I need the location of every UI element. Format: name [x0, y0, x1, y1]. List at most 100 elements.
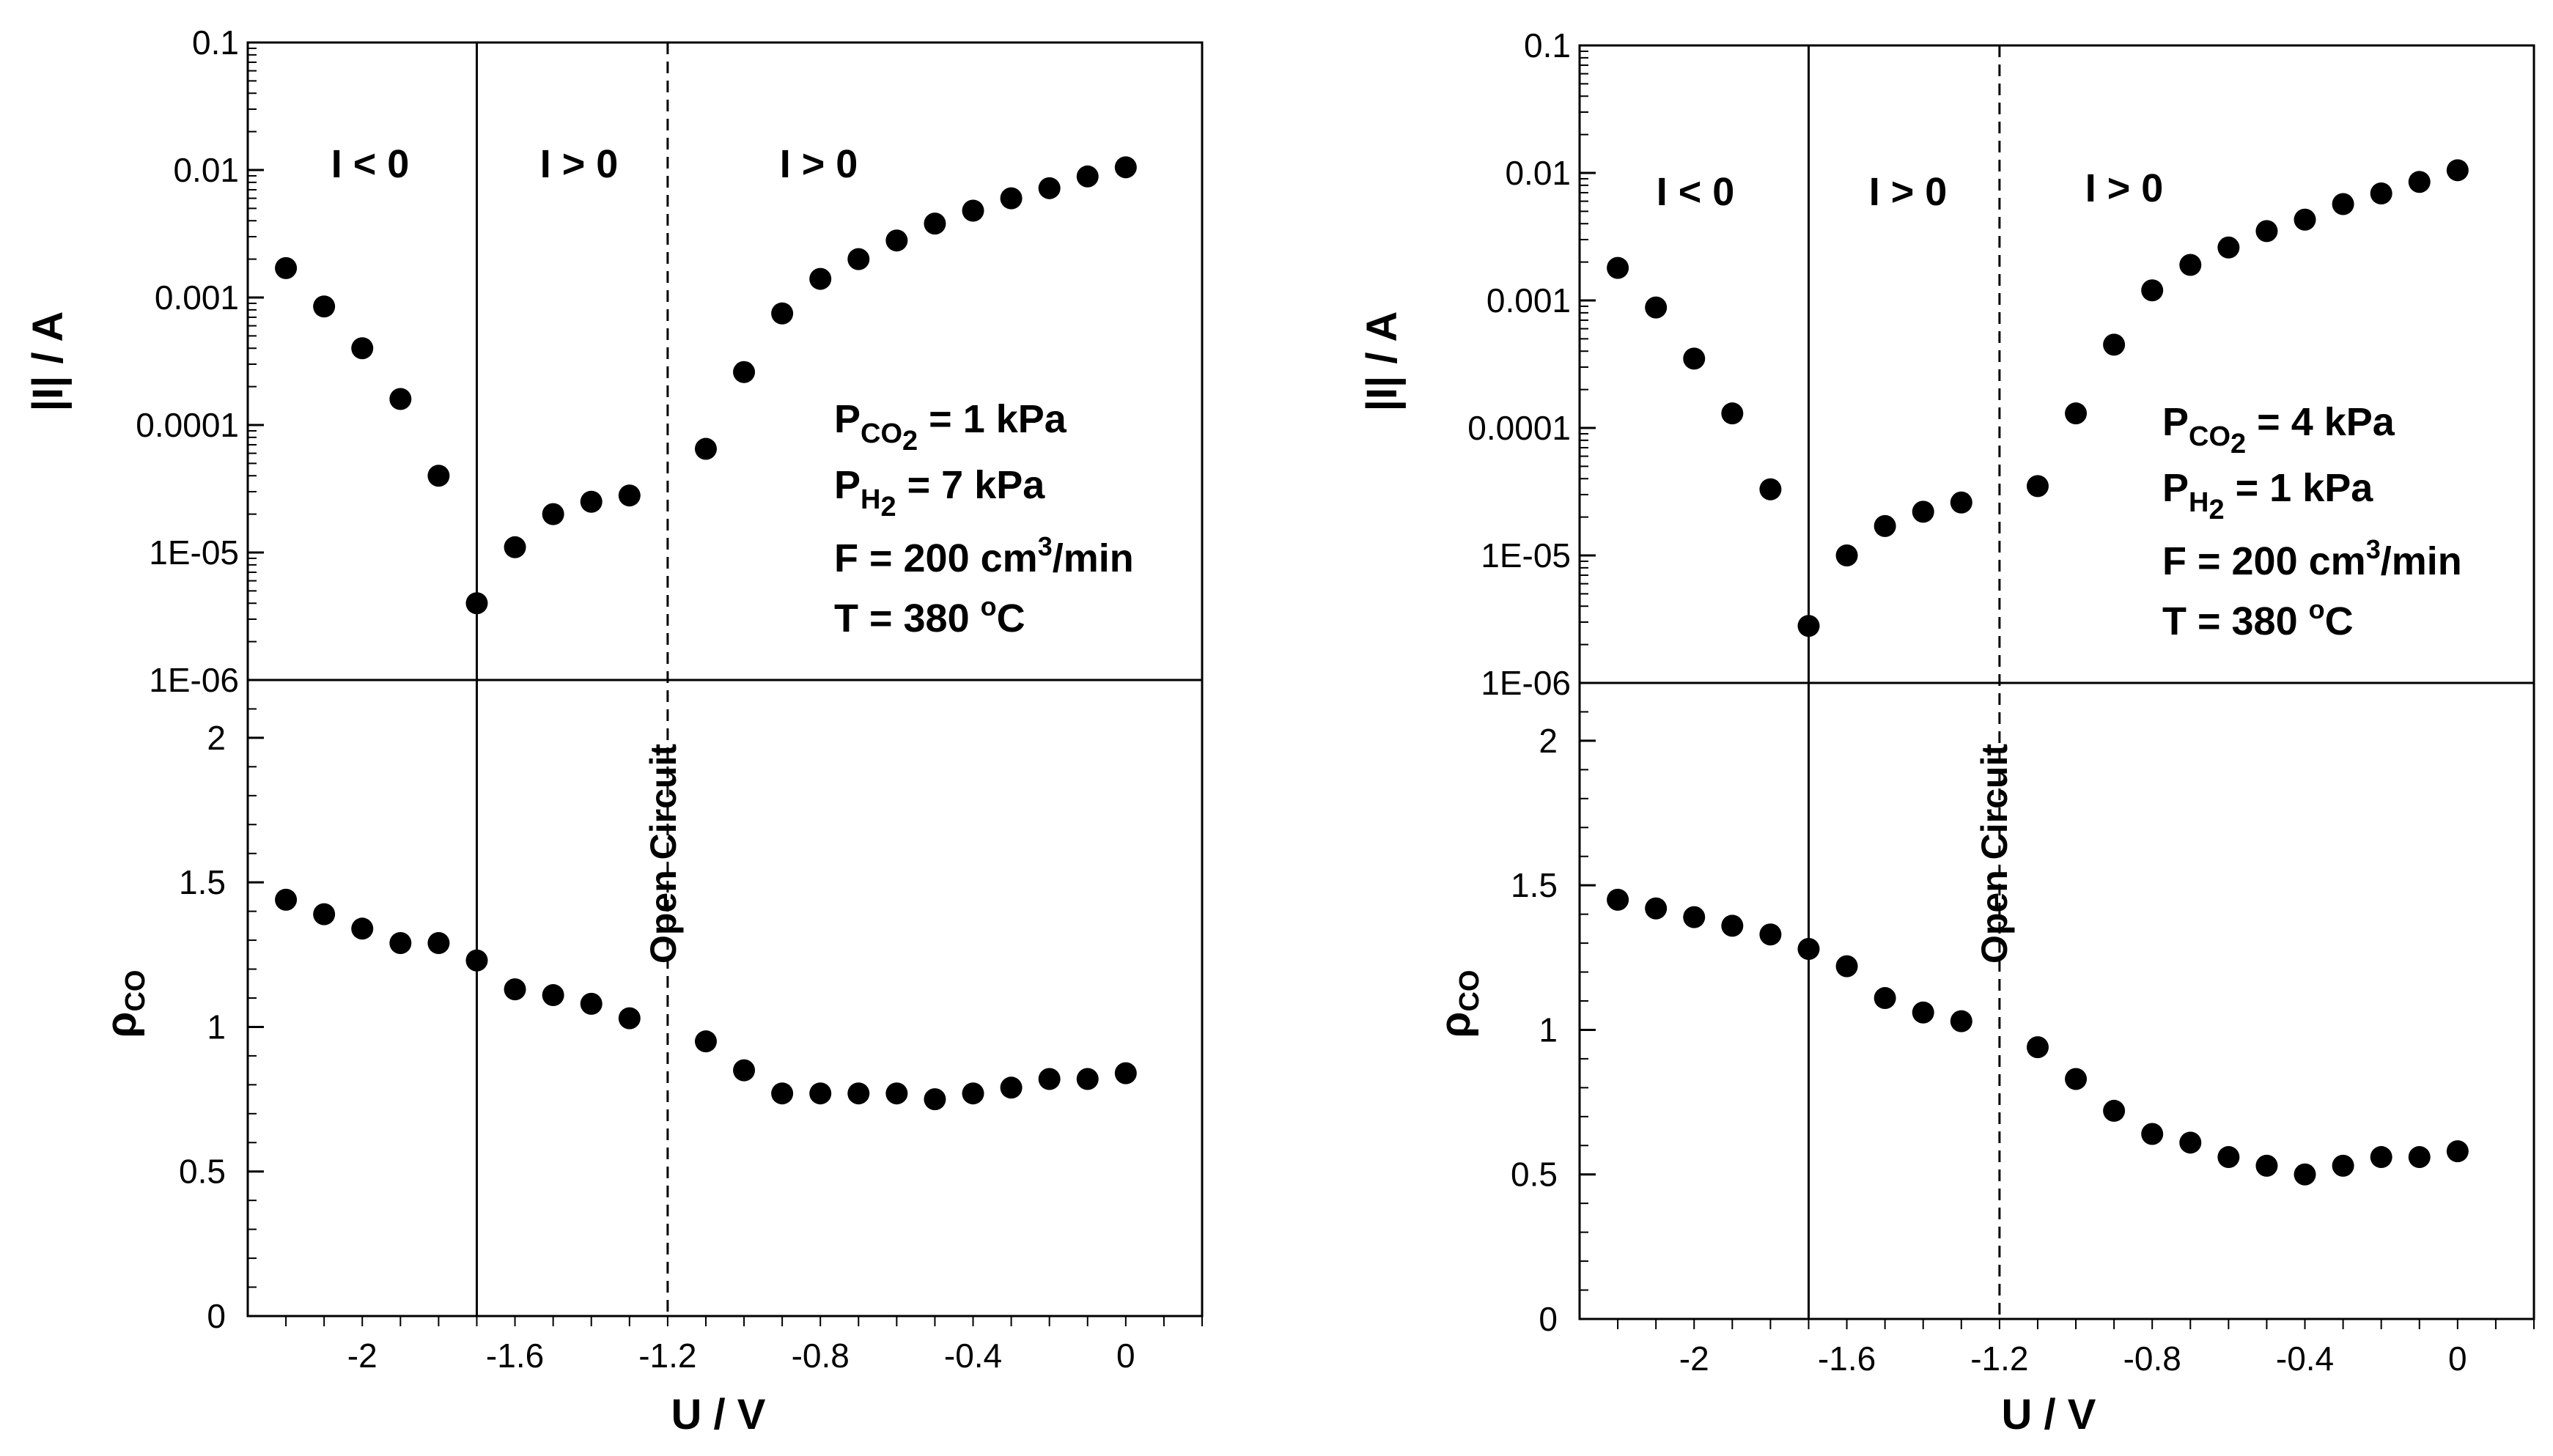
right-bottom-y-tick-label: 0.5 [1511, 1156, 1558, 1194]
right-top-data-point [2179, 254, 2202, 276]
right-bottom-data-point [2408, 1146, 2431, 1169]
right-top-data-point [2141, 279, 2164, 302]
right-top-data-point [2332, 193, 2354, 215]
left-top-y-tick-label: 0.001 [155, 278, 239, 317]
right-top-y-tick-label: 1E-06 [1481, 664, 1571, 702]
left-bottom-y-tick-label: 0 [207, 1297, 226, 1335]
right-bottom-plot-frame [1578, 681, 2535, 1320]
right-cond-temp: T = 380 oC [2162, 594, 2354, 643]
left-bottom-data-point [618, 1007, 641, 1030]
left-bottom-plot-frame [246, 679, 1204, 1318]
left-bottom-y-tick-label: 1 [207, 1008, 226, 1046]
left-top-data-point [962, 199, 984, 222]
left-x-tick-label: -2 [347, 1337, 377, 1375]
right-top-data-point [2103, 333, 2126, 356]
left-bottom-data-point [351, 917, 374, 940]
left-x-ticks: -2 -1.6 -1.2 -0.8 -0.4 0 [285, 1316, 1203, 1375]
right-top-data-point [1607, 256, 1629, 279]
right-top-data-point [1874, 514, 1896, 537]
left-top-data-point [924, 213, 946, 235]
left-bottom-y-tick-label: 1.5 [179, 863, 226, 901]
left-top-series [275, 156, 1137, 615]
right-cond-pco2: PCO2 = 4 kPa [2162, 400, 2395, 459]
right-top-data-point [1721, 402, 1744, 425]
right-region-label-2: I > 0 [1869, 170, 1948, 214]
right-bottom-data-point [1607, 888, 1629, 911]
right-bottom-data-point [1683, 906, 1706, 928]
left-panel: 1E-06 1E-05 0.0001 0.001 0.01 0.1 0 0.5 1 1.5 2 -… [24, 23, 1204, 1438]
left-top-data-point [1076, 165, 1099, 188]
left-top-y-tick-label: 0.01 [173, 151, 239, 189]
right-bottom-data-point [2141, 1123, 2164, 1145]
left-bottom-y-tick-label: 2 [207, 719, 226, 757]
left-cond-flow: F = 200 cm3/min [834, 531, 1134, 580]
right-bottom-data-point [2255, 1154, 2278, 1177]
left-conditions: PCO2 = 1 kPa PH2 = 7 kPa F = 200 cm3/min… [834, 397, 1134, 640]
right-x-tick-label: -1.2 [1970, 1339, 2028, 1378]
right-bottom-data-point [1645, 897, 1668, 920]
left-bottom-data-point [962, 1082, 984, 1105]
right-top-data-point [2294, 208, 2316, 231]
left-top-y-tick-label: 0.0001 [136, 406, 239, 444]
right-top-series [1607, 159, 2469, 638]
left-top-data-point [313, 295, 336, 318]
right-cond-ph2: PH2 = 1 kPa [2162, 466, 2373, 525]
left-bottom-data-point [771, 1082, 794, 1105]
right-bottom-data-point [2370, 1146, 2392, 1169]
left-bottom-y-ticks: 0 0.5 1 1.5 2 [179, 679, 264, 1335]
right-top-data-point [2408, 171, 2431, 193]
right-bottom-data-point [1835, 955, 1858, 978]
right-top-data-point [1645, 296, 1668, 319]
left-top-data-point [1000, 187, 1023, 210]
right-top-y-tick-label: 0.0001 [1467, 409, 1571, 447]
right-cond-flow: F = 200 cm3/min [2162, 534, 2462, 583]
left-x-axis-title: U / V [671, 1391, 766, 1438]
right-x-tick-label: 0 [2448, 1339, 2467, 1378]
left-bottom-data-point [275, 888, 298, 911]
left-top-data-point [1038, 177, 1061, 199]
right-top-data-point [2026, 475, 2049, 498]
right-bottom-data-point [1950, 1010, 1972, 1032]
left-open-circuit-label: Open Circuit [643, 744, 684, 964]
right-open-circuit-label: Open Circuit [1974, 744, 2015, 964]
left-region-label-3: I > 0 [780, 142, 858, 186]
left-top-plot-frame [246, 41, 1204, 681]
right-top-y-tick-label: 0.1 [1524, 26, 1571, 64]
right-vlines [1807, 45, 2001, 1319]
right-bottom-data-point [1759, 923, 1782, 946]
right-bottom-y-axis-title: ρCO [1432, 970, 1485, 1038]
left-bottom-data-point [733, 1059, 756, 1082]
right-conditions: PCO2 = 4 kPa PH2 = 1 kPa F = 200 cm3/min… [2162, 400, 2462, 643]
right-bottom-data-point [2446, 1140, 2469, 1163]
right-bottom-data-point [2179, 1131, 2202, 1154]
left-bottom-data-point [1076, 1068, 1099, 1090]
right-top-data-point [2446, 159, 2469, 182]
left-bottom-data-point [313, 903, 336, 925]
left-top-data-point [504, 536, 526, 558]
left-top-y-ticks: 1E-06 1E-05 0.0001 0.001 0.01 0.1 [136, 23, 264, 699]
left-top-y-axis-title: |I| / A [24, 311, 72, 412]
left-bottom-data-point [1114, 1062, 1137, 1084]
right-x-tick-label: -0.4 [2276, 1339, 2334, 1378]
right-bottom-y-tick-label: 2 [1539, 722, 1558, 760]
left-top-data-point [771, 302, 794, 325]
right-top-data-point [2217, 236, 2240, 259]
right-bottom-data-point [2294, 1163, 2316, 1186]
left-bottom-data-point [427, 932, 450, 955]
right-top-y-tick-label: 1E-05 [1481, 536, 1571, 574]
left-top-data-point [618, 484, 641, 507]
right-top-data-point [2370, 182, 2392, 205]
left-top-data-point [580, 490, 603, 513]
right-top-data-point [2255, 220, 2278, 243]
left-cond-pco2: PCO2 = 1 kPa [834, 397, 1067, 457]
left-bottom-data-point [542, 984, 564, 1007]
right-region-label-3: I > 0 [2085, 166, 2164, 210]
right-top-y-tick-label: 0.01 [1505, 154, 1571, 192]
left-bottom-data-point [504, 978, 526, 1001]
left-top-data-point [733, 361, 756, 383]
right-top-data-point [1912, 500, 1934, 523]
right-top-y-axis-title: |I| / A [1358, 311, 1406, 412]
left-top-data-point [427, 465, 450, 487]
left-cond-ph2: PH2 = 7 kPa [834, 463, 1045, 522]
